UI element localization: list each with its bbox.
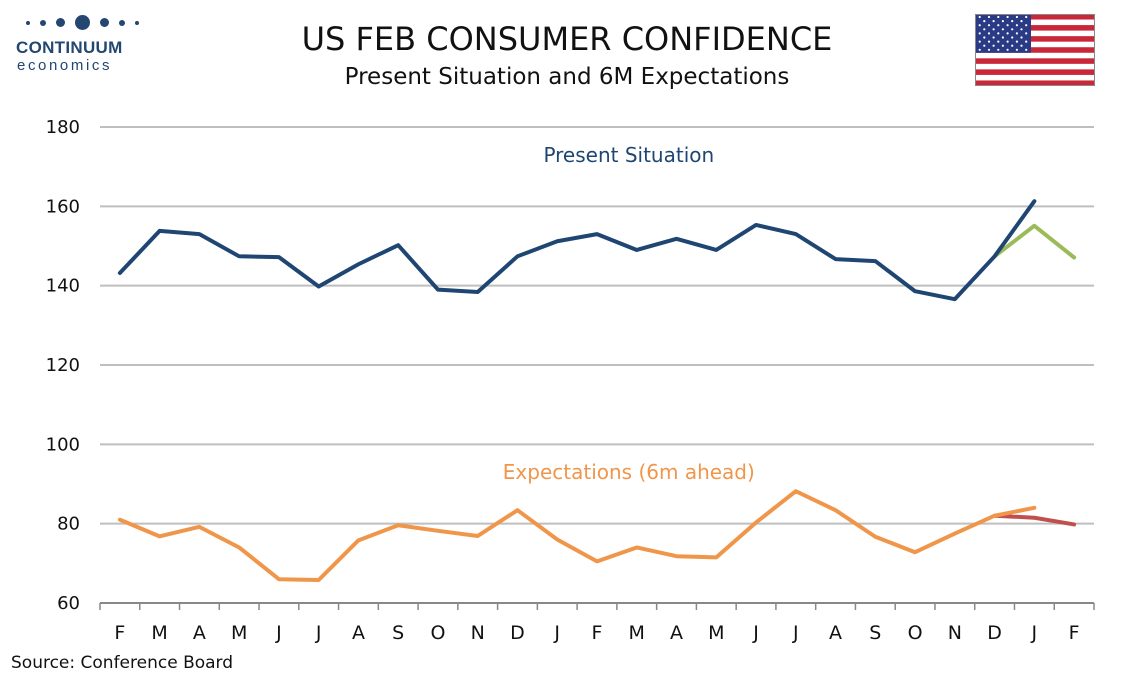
- series-annotation-1: Expectations (6m ahead): [503, 460, 755, 484]
- series-line-1: [117, 489, 1037, 582]
- x-tick-label: J: [1031, 622, 1038, 644]
- x-tick-label: M: [231, 622, 247, 644]
- us-flag-icon: [975, 14, 1095, 86]
- chart-subtitle: Present Situation and 6M Expectations: [344, 64, 790, 90]
- y-tick-label: 60: [57, 593, 80, 614]
- chart-title: US FEB CONSUMER CONFIDENCE: [301, 20, 833, 58]
- x-tick-label: D: [987, 622, 1002, 644]
- x-tick-label: M: [151, 622, 167, 644]
- source-note: Source: Conference Board: [11, 653, 234, 673]
- y-tick-label: 160: [46, 196, 80, 217]
- x-tick-label: A: [352, 622, 365, 644]
- x-tick-label: S: [869, 622, 881, 644]
- x-tick-label: J: [792, 622, 799, 644]
- x-tick-label: F: [592, 622, 603, 644]
- logo-brand: CONTINUUM: [16, 38, 123, 57]
- x-tick-label: F: [114, 622, 125, 644]
- series-annotation-0: Present Situation: [543, 143, 714, 167]
- y-tick-label: 100: [46, 434, 80, 455]
- x-tick-label: M: [629, 622, 645, 644]
- y-tick-label: 120: [46, 355, 80, 376]
- x-tick-label: N: [948, 622, 962, 644]
- x-tick-label: A: [670, 622, 683, 644]
- series-line-3: [992, 513, 1077, 527]
- x-tick-label: D: [510, 622, 525, 644]
- series-line-2: [992, 223, 1077, 260]
- continuum-logo: CONTINUUM economics: [10, 14, 139, 76]
- x-tick-label: O: [430, 622, 445, 644]
- y-tick-label: 180: [46, 117, 80, 138]
- x-tick-label: J: [315, 622, 322, 644]
- x-tick-label: J: [553, 622, 560, 644]
- x-tick-label: A: [193, 622, 206, 644]
- series-line-0: [117, 199, 1037, 302]
- x-tick-label: M: [708, 622, 724, 644]
- y-tick-label: 140: [46, 276, 80, 297]
- x-tick-label: J: [275, 622, 282, 644]
- y-tick-label: 80: [57, 514, 80, 535]
- logo-dots-icon: [26, 14, 139, 32]
- x-tick-label: F: [1069, 622, 1080, 644]
- x-tick-label: J: [752, 622, 759, 644]
- logo-subtitle: economics: [17, 57, 113, 74]
- x-tick-label: S: [392, 622, 404, 644]
- x-tick-label: N: [471, 622, 485, 644]
- x-tick-label: A: [829, 622, 842, 644]
- x-tick-label: O: [908, 622, 923, 644]
